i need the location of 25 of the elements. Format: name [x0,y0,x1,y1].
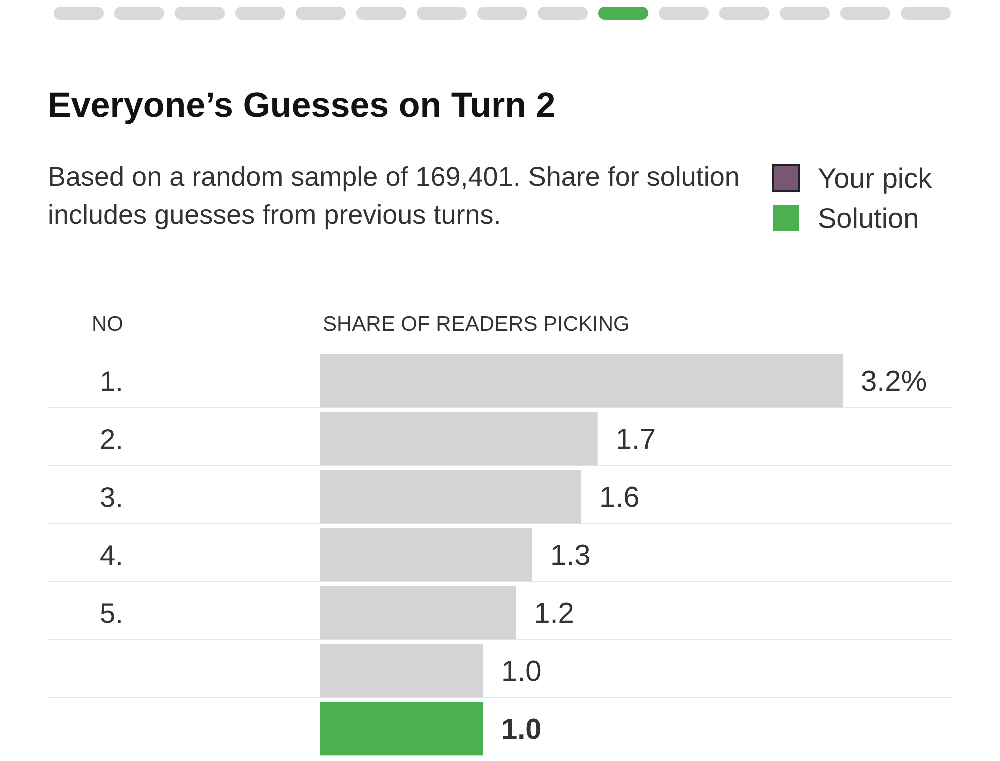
bar [320,470,582,524]
data-label: 1.0 [501,656,542,688]
legend-label: Solution [818,203,920,234]
chart-title: Everyone’s Guesses on Turn 2 [48,86,556,125]
y-axis-title: NO [92,313,124,336]
y-tick-label: 3. [100,482,124,513]
data-label: 1.2 [534,598,574,630]
data-label: 1.3 [550,540,591,572]
chart-subtitle: Based on a random sample of 169,401. Share for solution includes guesses from previous turns. [48,162,740,230]
bar [320,702,484,756]
data-label: 3.2% [861,366,928,398]
bar [320,586,516,640]
bar [320,354,843,408]
y-tick-label: 4. [100,540,124,571]
bar [320,528,532,582]
y-tick-label: 2. [100,424,124,455]
data-label: 1.6 [600,482,640,514]
bar [320,412,598,466]
bar [320,644,484,698]
y-tick-label: 5. [100,598,124,629]
x-axis-title: SHARE OF READERS PICKING [323,313,630,336]
data-label: 1.0 [501,714,542,746]
y-tick-label: 1. [100,366,124,397]
legend-label: Your pick [818,163,934,194]
data-label: 1.7 [616,424,656,456]
